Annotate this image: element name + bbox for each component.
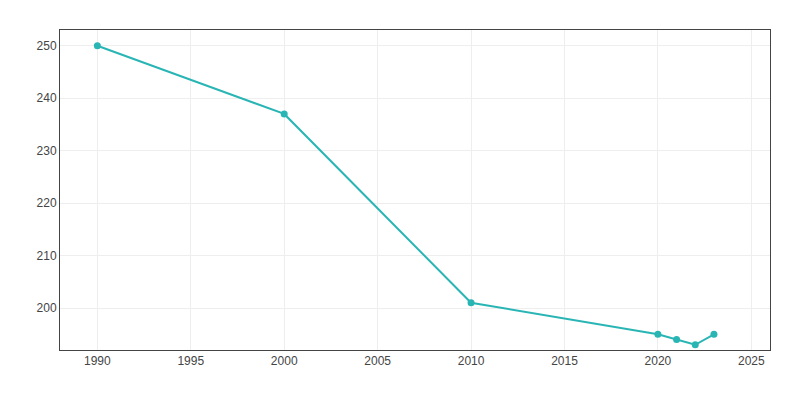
svg-text:220: 220	[37, 196, 57, 210]
svg-text:210: 210	[37, 249, 57, 263]
svg-text:2010: 2010	[458, 354, 485, 368]
svg-text:2015: 2015	[551, 354, 578, 368]
svg-text:2020: 2020	[645, 354, 672, 368]
svg-text:230: 230	[37, 144, 57, 158]
svg-text:2005: 2005	[364, 354, 391, 368]
svg-text:250: 250	[37, 39, 57, 53]
svg-text:240: 240	[37, 91, 57, 105]
svg-text:2025: 2025	[738, 354, 765, 368]
svg-text:1990: 1990	[84, 354, 111, 368]
svg-text:2000: 2000	[271, 354, 298, 368]
svg-text:1995: 1995	[177, 354, 204, 368]
svg-text:200: 200	[37, 301, 57, 315]
